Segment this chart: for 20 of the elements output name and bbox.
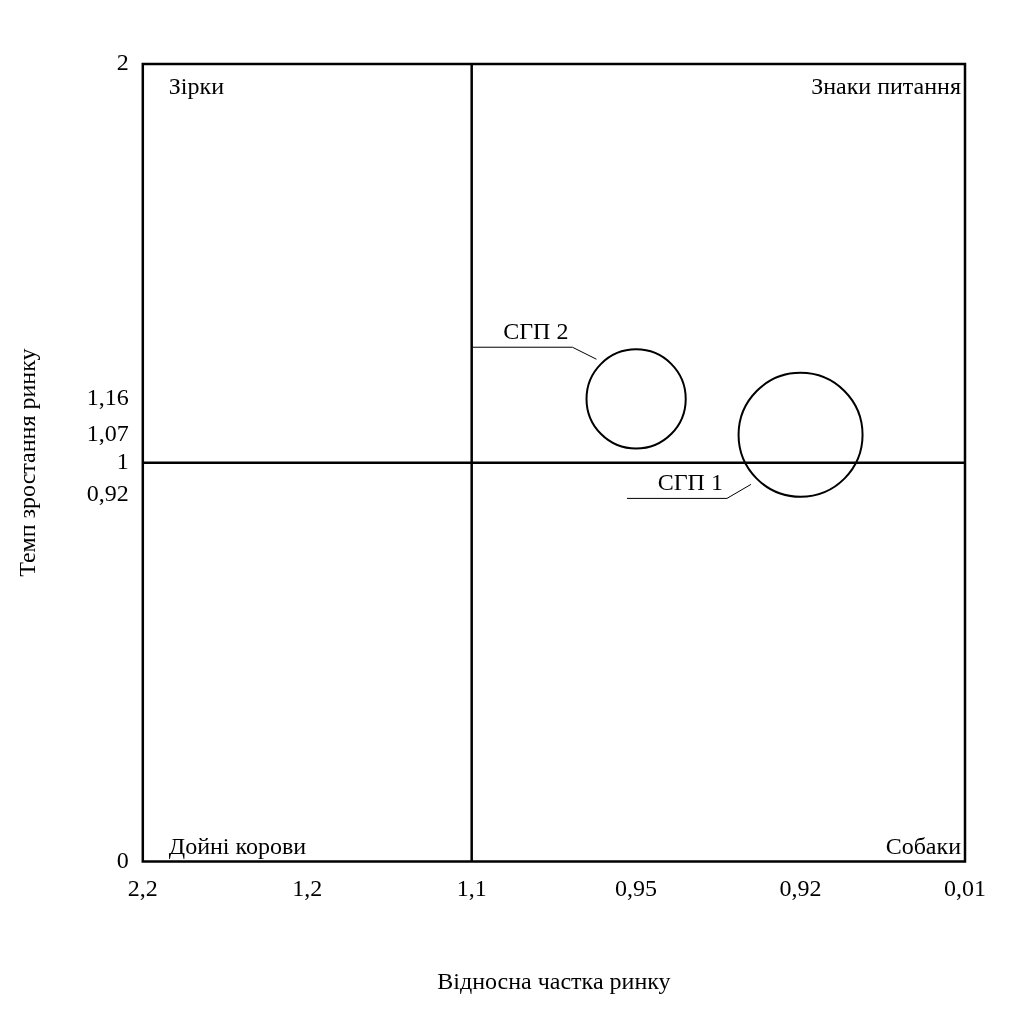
series-label: СГП 2 [503,317,569,344]
x-axis-title: Відносна частка ринку [437,967,671,994]
x-tick-label: 2,2 [127,875,158,902]
x-tick-label: 0,92 [779,875,822,902]
annotation: Дойні корови [168,832,307,859]
x-tick-label: 0,01 [944,875,986,902]
y-tick-label: 1,07 [86,420,129,447]
y-tick-label: 2 [116,49,129,76]
series-label: СГП 1 [657,468,723,495]
x-tick-label: 1,1 [456,875,487,902]
annotation: Зірки [168,73,225,100]
y-tick-label: 0,92 [86,479,129,506]
y-tick-label: 1,16 [86,384,129,411]
annotation: Знаки питання [811,73,961,100]
x-tick-label: 0,95 [615,875,658,902]
x-tick-label: 1,2 [292,875,323,902]
y-tick-label: 0 [116,846,129,873]
y-axis-title: Темп зростання ринку [13,348,40,577]
annotation: Собаки [885,832,962,859]
y-tick-label: 1 [116,448,129,474]
